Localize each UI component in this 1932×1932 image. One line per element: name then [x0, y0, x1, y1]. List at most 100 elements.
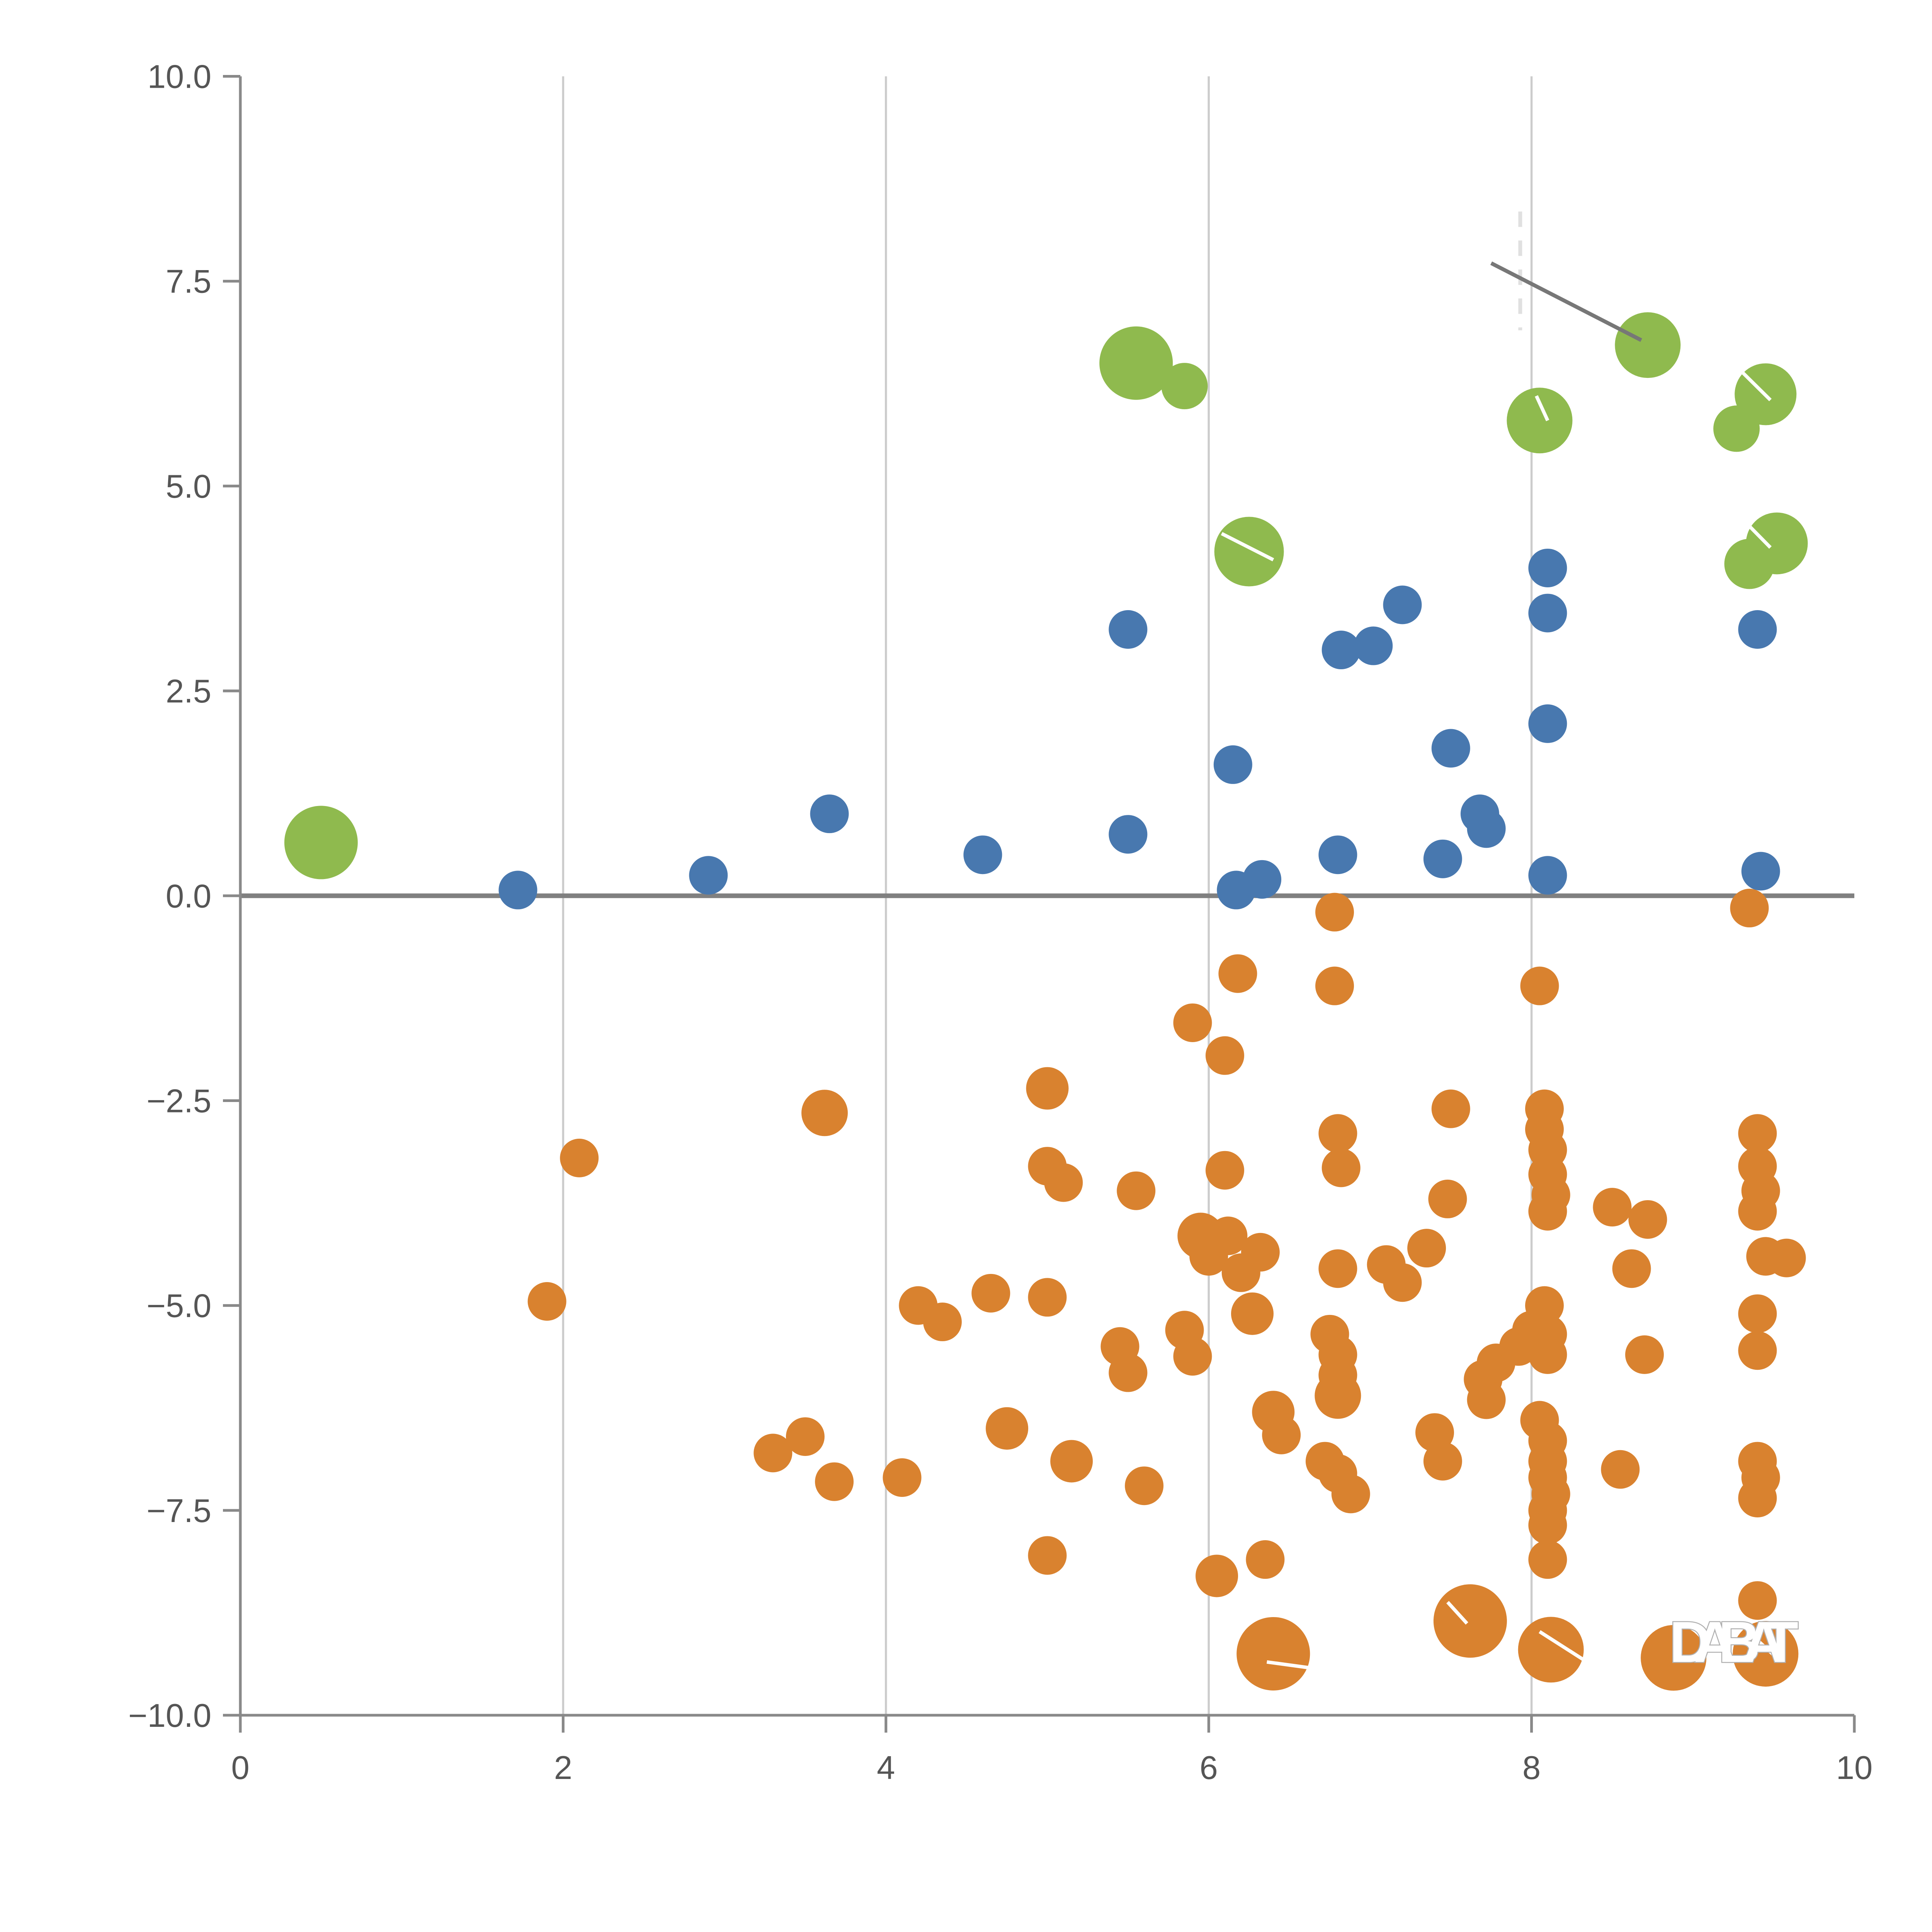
points-layer	[284, 312, 1808, 1691]
data-point-blue	[1213, 745, 1252, 784]
data-point-blue	[1354, 626, 1393, 665]
data-point-orange	[1318, 1249, 1357, 1288]
bubble-highlight-mark	[1266, 1660, 1309, 1670]
y-tick-label: 0.0	[166, 878, 211, 915]
x-tick-label: 8	[1522, 1750, 1541, 1786]
y-tick-label: −10.0	[128, 1697, 211, 1734]
data-point-blue	[1383, 585, 1422, 624]
data-point-green	[1214, 517, 1284, 587]
bubble-highlight-mark	[1740, 370, 1772, 401]
data-point-orange	[1321, 1148, 1361, 1187]
bubble-highlight-mark	[1446, 1601, 1468, 1625]
data-point-orange	[786, 1417, 825, 1456]
data-point-orange	[1528, 1505, 1567, 1544]
bubble-highlight-mark	[1753, 1636, 1778, 1659]
data-point-orange	[1730, 889, 1769, 928]
data-point-orange	[1331, 1475, 1370, 1514]
data-point-blue	[963, 835, 1002, 874]
data-point-orange	[1767, 1238, 1806, 1277]
data-point-orange	[1601, 1450, 1640, 1489]
data-point-orange	[1241, 1233, 1280, 1272]
data-point-orange	[1525, 1286, 1564, 1325]
x-tick-label: 2	[554, 1750, 572, 1786]
data-point-orange	[1738, 1331, 1777, 1370]
data-point-orange	[1117, 1171, 1156, 1210]
data-point-orange	[1625, 1335, 1664, 1374]
data-point-orange	[1628, 1200, 1667, 1239]
data-point-blue	[1431, 729, 1470, 768]
data-point-orange	[560, 1138, 599, 1177]
data-point-orange	[1641, 1625, 1707, 1691]
data-point-blue	[1741, 852, 1780, 891]
data-point-orange	[1528, 1335, 1567, 1374]
data-point-orange	[1205, 1151, 1244, 1190]
data-point-orange	[1318, 1114, 1357, 1153]
data-point-orange	[1738, 1114, 1777, 1153]
data-point-orange	[1125, 1466, 1164, 1505]
data-point-blue	[810, 794, 849, 833]
annotation-layer	[1221, 211, 1778, 1670]
data-point-orange	[1050, 1440, 1093, 1483]
data-point-orange	[801, 1090, 848, 1136]
data-point-blue	[1423, 839, 1462, 878]
x-tick-label: 0	[231, 1750, 249, 1786]
bubble-highlight-mark	[1745, 522, 1772, 549]
annotation-line	[1490, 261, 1642, 342]
data-point-orange	[1231, 1292, 1274, 1335]
y-tick-label: −2.5	[146, 1083, 211, 1119]
x-tick-label: 4	[877, 1750, 895, 1786]
x-tick-label: 6	[1200, 1750, 1218, 1786]
data-point-orange	[1738, 1479, 1777, 1518]
data-point-blue	[1528, 856, 1567, 895]
data-point-orange	[1044, 1163, 1083, 1202]
watermark-layer: DABAT	[1668, 1609, 1816, 1675]
y-tick-label: −7.5	[146, 1493, 211, 1529]
data-point-blue	[689, 856, 728, 895]
data-point-orange	[923, 1303, 962, 1342]
data-point-orange	[1218, 954, 1257, 993]
data-point-orange	[1196, 1554, 1238, 1597]
bubble-highlight-mark	[1221, 532, 1274, 561]
data-point-orange	[1518, 1617, 1584, 1683]
data-point-orange	[971, 1274, 1010, 1313]
data-point-blue	[1109, 815, 1148, 854]
data-point-orange	[1109, 1353, 1148, 1392]
data-point-orange	[1428, 1179, 1467, 1218]
data-point-blue	[1528, 548, 1567, 587]
y-tick-label: 10.0	[148, 59, 211, 95]
data-point-blue	[1738, 610, 1777, 649]
data-point-blue	[1528, 704, 1567, 743]
data-point-orange	[1026, 1067, 1069, 1110]
data-point-orange	[1246, 1540, 1285, 1579]
axes-layer: 0 2 4 6 8 10 −10.0 −7.5 −5.0 −2.5 0.0 2.5 5.0 7.5 10.0	[128, 59, 1872, 1787]
data-point-blue	[1243, 860, 1282, 899]
data-point-orange	[1262, 1415, 1301, 1454]
data-point-orange	[1028, 1536, 1067, 1575]
data-point-green	[1099, 326, 1173, 400]
data-point-orange	[1315, 966, 1354, 1005]
data-point-orange	[883, 1458, 922, 1497]
watermark-text: DABAT	[1669, 1609, 1798, 1674]
x-tick-label: 10	[1836, 1750, 1873, 1786]
data-point-green	[1724, 539, 1775, 589]
data-point-orange	[1209, 1216, 1248, 1255]
data-point-orange	[1738, 1294, 1777, 1333]
y-tick-label: 2.5	[166, 673, 211, 710]
data-point-orange	[1173, 1003, 1212, 1042]
data-point-orange	[1315, 1372, 1361, 1419]
data-point-blue	[1318, 835, 1357, 874]
bubble-highlight-mark	[1539, 1630, 1584, 1661]
data-point-orange	[1423, 1442, 1462, 1481]
data-point-orange	[1528, 1540, 1567, 1579]
y-tick-label: −5.0	[146, 1288, 211, 1325]
data-point-blue	[1109, 610, 1148, 649]
y-tick-label: 5.0	[166, 468, 211, 505]
data-point-orange	[1407, 1229, 1446, 1268]
data-point-blue	[1528, 594, 1567, 633]
data-point-orange	[1738, 1581, 1777, 1620]
y-tick-label: 7.5	[166, 264, 211, 300]
data-point-orange	[1738, 1192, 1777, 1231]
data-point-orange	[1467, 1380, 1506, 1419]
